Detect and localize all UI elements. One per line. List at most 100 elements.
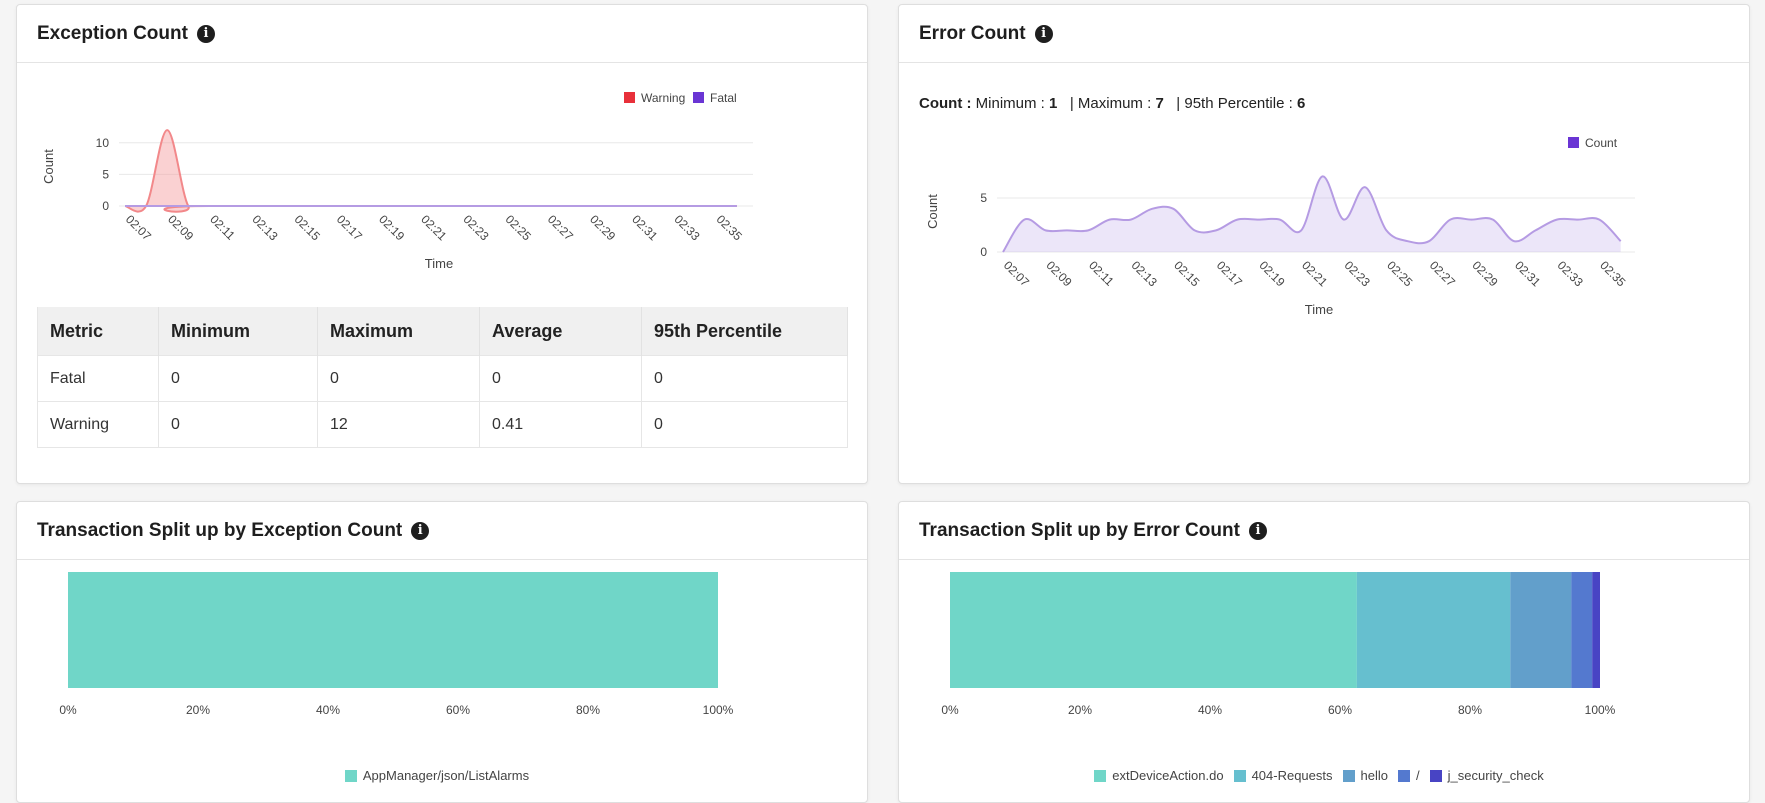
- y-tick-label: 10: [96, 136, 110, 150]
- error-count-stats: Count : Minimum : 1 | Maximum : 7 | 95th…: [919, 95, 1305, 112]
- x-tick-label: 02:09: [165, 212, 196, 243]
- table-header: 95th Percentile: [641, 307, 848, 356]
- x-tick-label: 20%: [186, 703, 210, 717]
- legend-swatch: [1568, 137, 1579, 148]
- tx-error-legend: extDeviceAction.do 404-Requests hello / …: [899, 768, 1749, 783]
- table-header: Minimum: [158, 307, 318, 356]
- x-tick-label: 02:15: [292, 212, 323, 243]
- bar-segment-hello: [1510, 572, 1572, 688]
- legend-swatch: [344, 769, 357, 782]
- x-tick-label: 20%: [1068, 703, 1092, 717]
- y-tick-label: 5: [102, 167, 109, 181]
- legend-label: extDeviceAction.do: [1112, 768, 1224, 783]
- info-icon[interactable]: i: [1034, 24, 1053, 43]
- exception-metrics-table: Metric Minimum Maximum Average 95th Perc…: [37, 307, 848, 448]
- x-tick-label: 02:21: [1299, 258, 1330, 289]
- table-cell: 0: [317, 355, 480, 402]
- table-cell: 0: [641, 355, 848, 402]
- legend-item[interactable]: j_security_check: [1429, 768, 1544, 783]
- x-tick-label: 02:15: [1171, 258, 1202, 289]
- y-tick-label: 5: [980, 191, 987, 205]
- x-tick-label: 02:19: [1256, 258, 1287, 289]
- panel-title: Transaction Split up by Exception Count: [37, 519, 403, 541]
- x-tick-label: 02:25: [1384, 258, 1415, 289]
- tx-exception-bar-chart: 0% 20% 40% 60% 80% 100%: [59, 572, 734, 717]
- table-header-row: Metric Minimum Maximum Average 95th Perc…: [37, 307, 848, 356]
- table-header: Maximum: [317, 307, 480, 356]
- table-cell: 0: [479, 355, 642, 402]
- legend-label: 404-Requests: [1251, 768, 1333, 783]
- legend-swatch: [1397, 769, 1410, 782]
- x-tick-label: 02:33: [671, 212, 702, 243]
- series-area-count: [1003, 176, 1621, 252]
- legend-item[interactable]: hello: [1342, 768, 1388, 783]
- stats-max-value: 7: [1155, 95, 1164, 112]
- table-cell: 0: [158, 401, 318, 448]
- bar-segment-: [1571, 572, 1593, 688]
- table-cell: 12: [317, 401, 480, 448]
- x-tick-label: 80%: [1458, 703, 1482, 717]
- x-tick-label: 02:29: [1469, 258, 1500, 289]
- info-icon[interactable]: i: [411, 521, 430, 540]
- tx-error-bar-chart: 0% 20% 40% 60% 80% 100%: [941, 572, 1616, 717]
- x-tick-label: 80%: [576, 703, 600, 717]
- legend-label: Warning: [641, 91, 685, 105]
- x-tick-label: 0%: [59, 703, 77, 717]
- x-axis-title: Time: [425, 256, 453, 271]
- legend-swatch: [1233, 769, 1246, 782]
- legend-item[interactable]: extDeviceAction.do: [1094, 768, 1224, 783]
- bar-segment-extdeviceaction-do: [950, 572, 1357, 688]
- legend-item[interactable]: 404-Requests: [1233, 768, 1333, 783]
- x-tick-label: 02:31: [1512, 258, 1543, 289]
- info-icon[interactable]: i: [196, 24, 215, 43]
- x-tick-label: 02:17: [1214, 258, 1245, 289]
- legend-item[interactable]: /: [1397, 768, 1420, 783]
- x-tick-label: 02:17: [334, 212, 365, 243]
- bar-segment-j-security-check: [1592, 572, 1600, 688]
- x-tick-label: 02:23: [1342, 258, 1373, 289]
- panel-title: Exception Count: [37, 22, 188, 44]
- x-tick-label: 02:33: [1555, 258, 1586, 289]
- legend-label: j_security_check: [1447, 768, 1544, 783]
- x-tick-label: 100%: [703, 703, 734, 717]
- stats-min-value: 1: [1049, 95, 1058, 112]
- legend-label: hello: [1360, 768, 1388, 783]
- table-row: Fatal 0 0 0 0: [37, 355, 848, 402]
- x-tick-label: 02:35: [714, 212, 745, 243]
- x-tick-label: 40%: [1198, 703, 1222, 717]
- bar-segment-404-requests: [1356, 572, 1511, 688]
- x-tick-label: 60%: [446, 703, 470, 717]
- table-cell: Fatal: [37, 355, 159, 402]
- x-tick-label: 02:07: [123, 212, 154, 243]
- stats-p95-label: | 95th Percentile :: [1176, 95, 1293, 112]
- stats-max-label: | Maximum :: [1069, 95, 1152, 112]
- error-count-header: Error Count i: [899, 5, 1749, 63]
- error-count-chart: 0 5 02:07 02:09 02:11 02:13 02:15 02:17 02:19 02:…: [925, 136, 1635, 317]
- exception-count-header: Exception Count i: [17, 5, 867, 63]
- x-tick-label: 02:29: [587, 212, 618, 243]
- series-line-count: [1002, 175, 1622, 253]
- table-cell: 0: [641, 401, 848, 448]
- table-header: Metric: [37, 307, 159, 356]
- tx-exception-legend: AppManager/json/ListAlarms: [17, 768, 867, 783]
- x-tick-label: 100%: [1585, 703, 1616, 717]
- x-tick-label: 02:21: [418, 212, 449, 243]
- table-header: Average: [479, 307, 642, 356]
- y-tick-label: 0: [102, 199, 109, 213]
- legend-label: /: [1415, 768, 1420, 783]
- legend-swatch: [1429, 769, 1442, 782]
- x-tick-label: 02:11: [1086, 258, 1117, 289]
- table-row: Warning 0 12 0.41 0: [37, 401, 848, 448]
- panel-title: Error Count: [919, 22, 1026, 44]
- legend-item[interactable]: AppManager/json/ListAlarms: [344, 768, 529, 783]
- tx-error-panel: Transaction Split up by Error Count i 0%…: [898, 501, 1750, 803]
- stats-min-label: Minimum :: [975, 95, 1045, 112]
- stats-p95-value: 6: [1296, 95, 1306, 112]
- legend-swatch: [1094, 769, 1107, 782]
- exception-count-chart: 0 5 10 02:07 02:09 02:11 02:13 02:15 02:17 02:19 0…: [41, 91, 753, 271]
- x-tick-label: 02:11: [207, 212, 238, 243]
- info-icon[interactable]: i: [1248, 521, 1267, 540]
- x-tick-label: 02:27: [1427, 258, 1458, 289]
- x-tick-label: 02:35: [1597, 258, 1628, 289]
- y-tick-label: 0: [980, 245, 987, 259]
